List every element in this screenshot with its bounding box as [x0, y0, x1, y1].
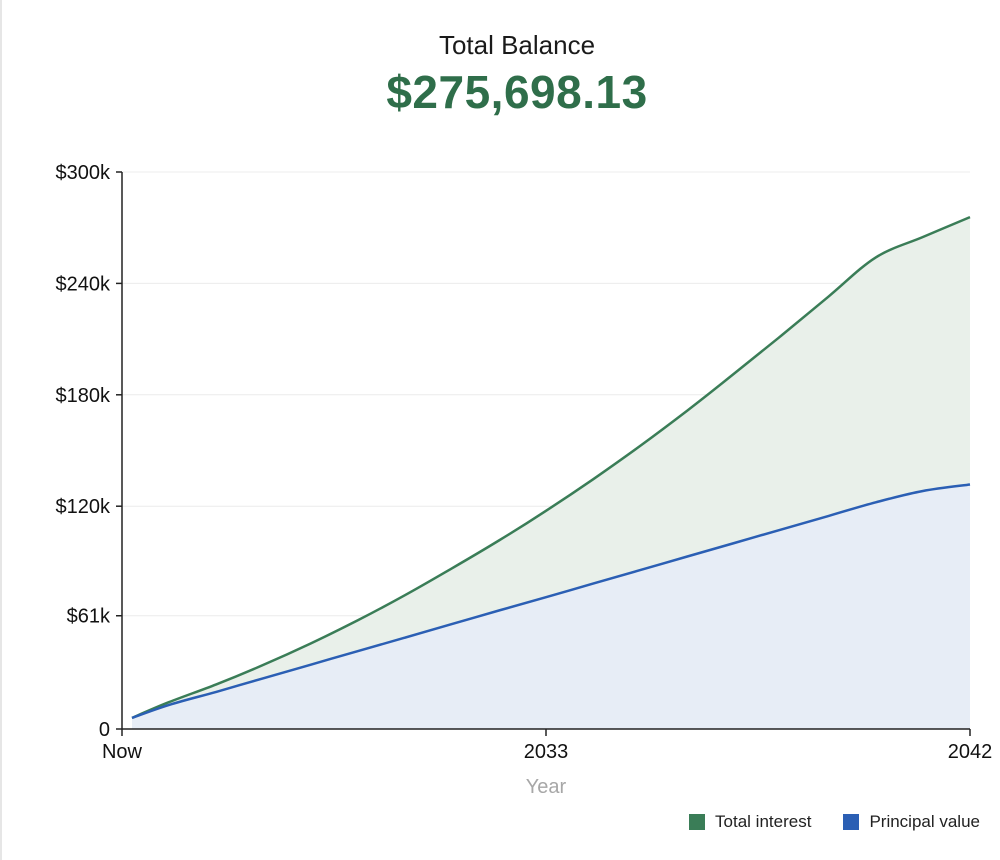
- legend-label-principal-value: Principal value: [869, 812, 980, 831]
- y-tick-label: $300k: [56, 162, 111, 184]
- y-tick-label: $61k: [67, 606, 111, 628]
- y-tick-label: $180k: [56, 385, 111, 407]
- y-tick-label: $120k: [56, 496, 111, 518]
- total-interest-line: [131, 215, 971, 720]
- x-axis-ticks: Now 2033 2042: [102, 729, 992, 763]
- total-balance-amount: $275,698.13: [386, 66, 648, 118]
- y-tick-label: $240k: [56, 273, 111, 295]
- x-tick-label: 2042: [948, 741, 993, 763]
- legend-swatch-principal-value: [843, 814, 860, 830]
- legend-label-total-interest: Total interest: [715, 812, 812, 831]
- legend-swatch-total-interest: [689, 814, 706, 830]
- y-axis-ticks: 0 $61k $120k $180k $240k $300k: [56, 162, 122, 741]
- legend-item-total-interest[interactable]: Total interest: [689, 812, 811, 832]
- total-balance-title: Total Balance: [438, 30, 596, 60]
- x-tick-label: Now: [102, 741, 143, 763]
- x-axis-title: Year: [526, 776, 567, 798]
- x-tick-label: 2033: [524, 741, 569, 763]
- legend-item-principal-value[interactable]: Principal value: [843, 812, 980, 832]
- principal-value-line: [131, 483, 971, 720]
- y-tick-label: 0: [99, 719, 110, 741]
- principal-area: [132, 484, 970, 729]
- left-border: [0, 0, 2, 860]
- legend: Total interest Principal value: [689, 812, 980, 832]
- balance-header: Total Balance $275,698.13: [0, 30, 1000, 119]
